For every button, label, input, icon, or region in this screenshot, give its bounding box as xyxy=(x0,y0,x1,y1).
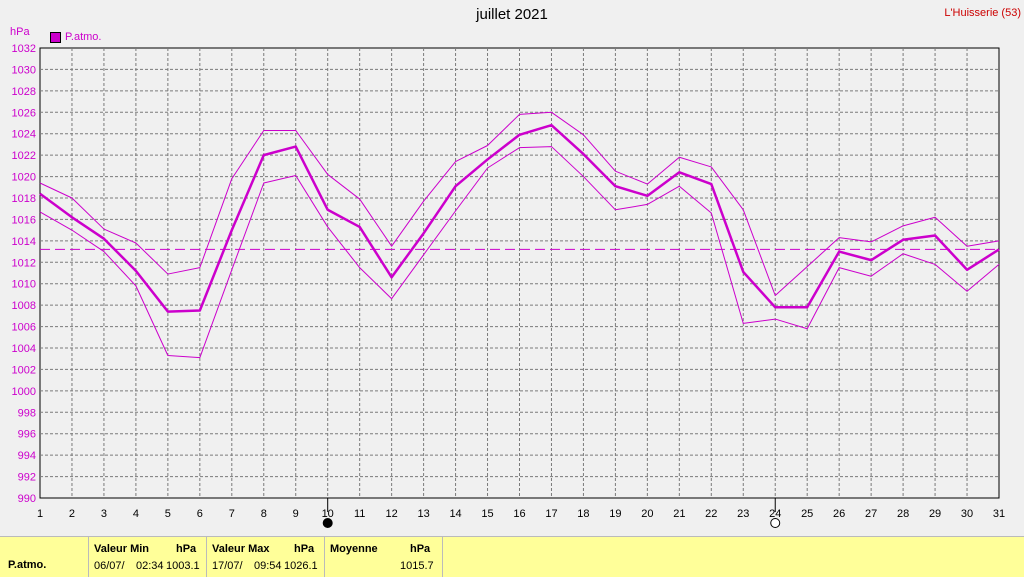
series-line-max xyxy=(39,111,1000,296)
x-tick-label: 4 xyxy=(133,508,139,520)
legend-label: P.atmo. xyxy=(65,31,102,43)
x-tick-label: 7 xyxy=(229,508,235,520)
avg-value: 1015.7 xyxy=(400,560,434,572)
pressure-chart: 9909929949969981000100210041006100810101… xyxy=(12,43,1005,528)
max-unit: hPa xyxy=(294,543,315,555)
station-location: L'Huisserie (53) xyxy=(944,7,1021,19)
min-value: 1003.1 xyxy=(166,560,200,572)
y-tick-label: 996 xyxy=(18,429,36,441)
min-date: 06/07/ xyxy=(94,560,125,572)
x-tick-label: 12 xyxy=(386,508,398,520)
x-tick-label: 15 xyxy=(481,508,493,520)
summary-min-cell: Valeur Min hPa 06/07/ 02:34 1003.1 xyxy=(88,537,207,577)
legend: P.atmo. xyxy=(50,31,102,43)
y-tick-label: 1026 xyxy=(12,107,36,119)
x-tick-label: 20 xyxy=(641,508,653,520)
x-tick-label: 31 xyxy=(993,508,1005,520)
x-tick-label: 2 xyxy=(69,508,75,520)
x-tick-label: 17 xyxy=(545,508,557,520)
y-tick-label: 1018 xyxy=(12,193,36,205)
y-tick-label: 992 xyxy=(18,472,36,484)
y-tick-label: 1006 xyxy=(12,322,36,334)
min-unit: hPa xyxy=(176,543,197,555)
y-tick-label: 1022 xyxy=(12,150,36,162)
max-label: Valeur Max xyxy=(212,543,270,555)
y-tick-label: 1028 xyxy=(12,86,36,98)
y-tick-label: 1032 xyxy=(12,43,36,55)
y-tick-label: 1024 xyxy=(12,129,36,141)
summary-table: P.atmo. Valeur Min hPa 06/07/ 02:34 1003… xyxy=(0,536,1024,577)
y-tick-label: 1014 xyxy=(12,236,36,248)
series-line-avg xyxy=(39,123,1000,313)
chart-title: juillet 2021 xyxy=(476,6,548,23)
y-tick-label: 1004 xyxy=(12,343,36,355)
y-tick-label: 1030 xyxy=(12,64,36,76)
y-tick-label: 1020 xyxy=(12,172,36,184)
x-tick-label: 16 xyxy=(513,508,525,520)
avg-unit: hPa xyxy=(410,543,431,555)
min-time: 02:34 xyxy=(136,560,164,572)
x-tick-label: 21 xyxy=(673,508,685,520)
y-tick-label: 1016 xyxy=(12,214,36,226)
y-tick-label: 994 xyxy=(18,450,36,462)
summary-row-label-cell: P.atmo. xyxy=(0,537,89,577)
avg-label: Moyenne xyxy=(330,543,378,555)
x-tick-label: 3 xyxy=(101,508,107,520)
x-tick-label: 27 xyxy=(865,508,877,520)
x-tick-label: 19 xyxy=(609,508,621,520)
x-tick-label: 1 xyxy=(37,508,43,520)
y-axis-unit: hPa xyxy=(10,26,30,38)
x-tick-label: 13 xyxy=(417,508,429,520)
max-date: 17/07/ xyxy=(212,560,243,572)
x-tick-label: 26 xyxy=(833,508,845,520)
x-tick-label: 28 xyxy=(897,508,909,520)
x-tick-label: 22 xyxy=(705,508,717,520)
x-tick-label: 6 xyxy=(197,508,203,520)
x-tick-label: 23 xyxy=(737,508,749,520)
x-tick-label: 24 xyxy=(769,508,781,520)
x-tick-label: 29 xyxy=(929,508,941,520)
summary-max-cell: Valeur Max hPa 17/07/ 09:54 1026.1 xyxy=(206,537,325,577)
x-tick-label: 25 xyxy=(801,508,813,520)
summary-avg-cell: Moyenne hPa 1015.7 xyxy=(324,537,443,577)
x-tick-label: 5 xyxy=(165,508,171,520)
x-tick-label: 30 xyxy=(961,508,973,520)
summary-row-label: P.atmo. xyxy=(8,559,47,571)
y-tick-label: 1008 xyxy=(12,300,36,312)
min-label: Valeur Min xyxy=(94,543,150,555)
max-value: 1026.1 xyxy=(284,560,318,572)
y-tick-label: 998 xyxy=(18,407,36,419)
y-tick-label: 1002 xyxy=(12,364,36,376)
series-line-min xyxy=(39,146,1000,359)
x-tick-label: 14 xyxy=(449,508,461,520)
x-tick-label: 8 xyxy=(261,508,267,520)
x-tick-label: 18 xyxy=(577,508,589,520)
legend-swatch xyxy=(50,31,61,43)
y-tick-label: 1000 xyxy=(12,386,36,398)
x-tick-label: 9 xyxy=(293,508,299,520)
y-tick-label: 1010 xyxy=(12,279,36,291)
new-moon-icon xyxy=(322,518,333,528)
y-tick-label: 1012 xyxy=(12,257,36,269)
max-time: 09:54 xyxy=(254,560,282,572)
y-tick-label: 990 xyxy=(18,493,36,505)
x-tick-label: 11 xyxy=(354,508,365,520)
x-tick-label: 10 xyxy=(322,508,334,520)
full-moon-icon xyxy=(770,518,781,528)
